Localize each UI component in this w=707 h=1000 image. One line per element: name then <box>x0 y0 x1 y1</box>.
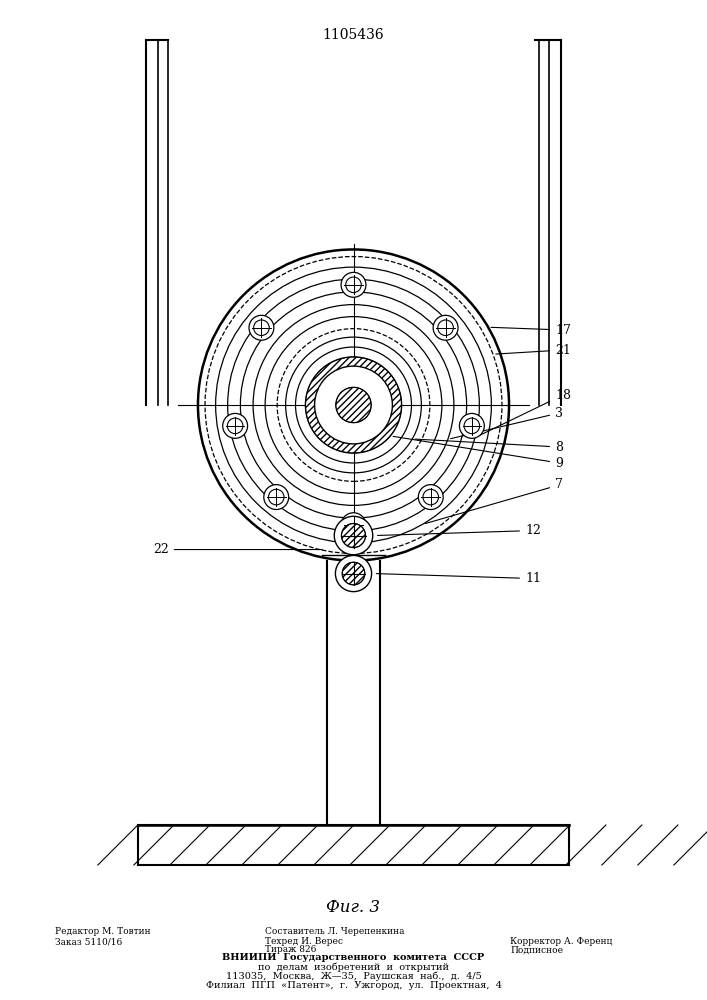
Text: 8: 8 <box>415 439 563 454</box>
Text: 18: 18 <box>477 389 571 436</box>
Circle shape <box>342 562 365 585</box>
Circle shape <box>433 315 458 340</box>
Circle shape <box>264 485 288 510</box>
Circle shape <box>423 489 438 505</box>
Text: 21: 21 <box>496 344 571 357</box>
Circle shape <box>223 413 247 438</box>
Circle shape <box>334 516 373 555</box>
Bar <box>138 825 569 865</box>
Circle shape <box>336 387 371 423</box>
Text: 17: 17 <box>491 324 571 337</box>
Text: 7: 7 <box>425 479 563 524</box>
Text: Корректор А. Ференц: Корректор А. Ференц <box>510 938 612 946</box>
Text: 113035,  Москва,  Ж—35,  Раушская  наб.,  д.  4/5: 113035, Москва, Ж—35, Раушская наб., д. … <box>226 971 481 981</box>
Circle shape <box>460 413 484 438</box>
Text: Фиг. 3: Фиг. 3 <box>327 900 380 916</box>
Text: Тираж 826: Тираж 826 <box>265 946 316 954</box>
Text: 11: 11 <box>376 572 541 585</box>
Text: Составитель Л. Черепенкина: Составитель Л. Черепенкина <box>265 928 404 936</box>
Text: ВНИИПИ  Государственного  комитета  СССР: ВНИИПИ Государственного комитета СССР <box>223 954 484 962</box>
Text: 22: 22 <box>153 543 322 556</box>
Circle shape <box>254 320 269 336</box>
Circle shape <box>269 489 284 505</box>
Text: 9: 9 <box>393 436 563 470</box>
Circle shape <box>419 485 443 510</box>
Circle shape <box>341 272 366 297</box>
Circle shape <box>249 315 274 340</box>
Text: Заказ 5110/16: Заказ 5110/16 <box>55 938 122 946</box>
Circle shape <box>341 524 366 548</box>
Text: 1105436: 1105436 <box>322 28 385 42</box>
Circle shape <box>305 357 402 453</box>
Text: Филиал  ПГП  «Патент»,  г.  Ужгород,  ул.  Проектная,  4: Филиал ПГП «Патент», г. Ужгород, ул. Про… <box>206 980 501 990</box>
Circle shape <box>341 513 366 538</box>
Circle shape <box>464 418 479 434</box>
Circle shape <box>438 320 453 336</box>
Text: 3: 3 <box>450 407 563 439</box>
Circle shape <box>346 277 361 293</box>
Text: Подписное: Подписное <box>510 946 563 954</box>
Text: Редактор М. Товтин: Редактор М. Товтин <box>55 928 151 936</box>
Circle shape <box>315 366 392 444</box>
Text: Техред И. Верес: Техред И. Верес <box>265 938 343 946</box>
Text: 12: 12 <box>378 524 541 537</box>
Circle shape <box>346 517 361 533</box>
Text: по  делам  изобретений  и  открытий: по делам изобретений и открытий <box>258 962 449 972</box>
Circle shape <box>335 555 372 592</box>
Circle shape <box>228 418 243 434</box>
